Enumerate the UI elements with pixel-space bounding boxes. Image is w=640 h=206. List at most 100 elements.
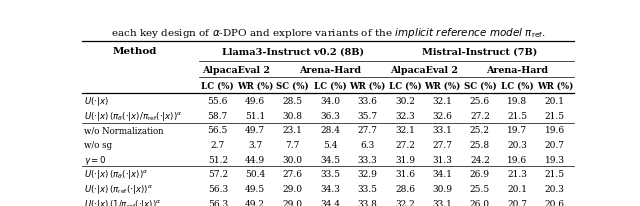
Text: 20.1: 20.1	[545, 97, 564, 105]
Text: 32.1: 32.1	[395, 126, 415, 135]
Text: 25.2: 25.2	[470, 126, 490, 135]
Text: 27.2: 27.2	[395, 140, 415, 149]
Text: 34.5: 34.5	[320, 155, 340, 164]
Text: WR (%): WR (%)	[349, 81, 386, 90]
Text: 30.2: 30.2	[395, 97, 415, 105]
Text: Method: Method	[113, 47, 157, 56]
Text: each key design of $\alpha$-DPO and explore variants of the $\mathit{implicit\ r: each key design of $\alpha$-DPO and expl…	[111, 26, 545, 40]
Text: SC (%): SC (%)	[276, 81, 309, 90]
Text: 30.9: 30.9	[433, 184, 452, 193]
Text: 7.7: 7.7	[285, 140, 300, 149]
Text: 32.9: 32.9	[358, 170, 378, 178]
Text: 49.7: 49.7	[245, 126, 265, 135]
Text: LC (%): LC (%)	[388, 81, 421, 90]
Text: 51.2: 51.2	[208, 155, 228, 164]
Text: 49.5: 49.5	[245, 184, 266, 193]
Text: 20.3: 20.3	[508, 140, 527, 149]
Text: 27.6: 27.6	[283, 170, 303, 178]
Text: 27.7: 27.7	[358, 126, 378, 135]
Text: 21.5: 21.5	[508, 111, 527, 120]
Text: WR (%): WR (%)	[237, 81, 273, 90]
Text: 21.5: 21.5	[545, 111, 565, 120]
Text: 19.8: 19.8	[508, 97, 527, 105]
Text: 31.9: 31.9	[395, 155, 415, 164]
Text: 33.1: 33.1	[433, 199, 452, 206]
Text: AlpacaEval 2: AlpacaEval 2	[202, 66, 271, 74]
Text: 21.5: 21.5	[545, 170, 565, 178]
Text: 20.7: 20.7	[545, 140, 564, 149]
Text: 20.7: 20.7	[508, 199, 527, 206]
Text: Arena-Hard: Arena-Hard	[299, 66, 361, 74]
Text: 20.6: 20.6	[545, 199, 564, 206]
Text: 33.5: 33.5	[320, 170, 340, 178]
Text: 34.3: 34.3	[320, 184, 340, 193]
Text: 23.1: 23.1	[283, 126, 303, 135]
Text: AlpacaEval 2: AlpacaEval 2	[390, 66, 458, 74]
Text: 30.8: 30.8	[283, 111, 303, 120]
Text: 32.3: 32.3	[395, 111, 415, 120]
Text: 33.8: 33.8	[358, 199, 378, 206]
Text: 26.9: 26.9	[470, 170, 490, 178]
Text: 56.3: 56.3	[208, 199, 228, 206]
Text: Mistral-Instruct (7B): Mistral-Instruct (7B)	[422, 47, 538, 56]
Text: Arena-Hard: Arena-Hard	[486, 66, 548, 74]
Text: 25.8: 25.8	[470, 140, 490, 149]
Text: 30.0: 30.0	[283, 155, 303, 164]
Text: 36.3: 36.3	[320, 111, 340, 120]
Text: 5.4: 5.4	[323, 140, 337, 149]
Text: 25.6: 25.6	[470, 97, 490, 105]
Text: 58.7: 58.7	[207, 111, 228, 120]
Text: 26.0: 26.0	[470, 199, 490, 206]
Text: 19.6: 19.6	[545, 126, 565, 135]
Text: 29.0: 29.0	[283, 199, 303, 206]
Text: 20.1: 20.1	[508, 184, 527, 193]
Text: LC (%): LC (%)	[202, 81, 234, 90]
Text: 32.1: 32.1	[433, 97, 452, 105]
Text: 19.6: 19.6	[508, 155, 527, 164]
Text: $U(\cdot|x)\,(1/\pi_{\mathrm{ref}}(\cdot|x))^\alpha$: $U(\cdot|x)\,(1/\pi_{\mathrm{ref}}(\cdot…	[84, 197, 161, 206]
Text: 33.5: 33.5	[358, 184, 378, 193]
Text: 32.6: 32.6	[433, 111, 452, 120]
Text: 2.7: 2.7	[211, 140, 225, 149]
Text: WR (%): WR (%)	[424, 81, 461, 90]
Text: 32.2: 32.2	[395, 199, 415, 206]
Text: 34.0: 34.0	[320, 97, 340, 105]
Text: LC (%): LC (%)	[501, 81, 534, 90]
Text: w/o sg: w/o sg	[84, 140, 112, 149]
Text: 34.4: 34.4	[320, 199, 340, 206]
Text: 50.4: 50.4	[245, 170, 266, 178]
Text: 19.3: 19.3	[545, 155, 564, 164]
Text: $U(\cdot|x)\,(\pi_\theta(\cdot|x)/\pi_{\mathrm{ref}}(\cdot|x))^\alpha$: $U(\cdot|x)\,(\pi_\theta(\cdot|x)/\pi_{\…	[84, 109, 182, 122]
Text: 34.1: 34.1	[433, 170, 452, 178]
Text: 49.6: 49.6	[245, 97, 265, 105]
Text: $U(\cdot|x)\,(\pi_{\mathrm{ref}}(\cdot|x))^\alpha$: $U(\cdot|x)\,(\pi_{\mathrm{ref}}(\cdot|x…	[84, 182, 153, 195]
Text: 33.6: 33.6	[358, 97, 378, 105]
Text: 29.0: 29.0	[283, 184, 303, 193]
Text: 44.9: 44.9	[245, 155, 265, 164]
Text: $U(\cdot|x)$: $U(\cdot|x)$	[84, 95, 109, 108]
Text: 56.5: 56.5	[207, 126, 228, 135]
Text: 28.5: 28.5	[283, 97, 303, 105]
Text: 28.6: 28.6	[395, 184, 415, 193]
Text: 20.3: 20.3	[545, 184, 564, 193]
Text: 35.7: 35.7	[358, 111, 378, 120]
Text: LC (%): LC (%)	[314, 81, 346, 90]
Text: $U(\cdot|x)\,(\pi_\theta(\cdot|x))^\alpha$: $U(\cdot|x)\,(\pi_\theta(\cdot|x))^\alph…	[84, 167, 148, 180]
Text: $\gamma=0$: $\gamma=0$	[84, 153, 107, 166]
Text: 28.4: 28.4	[320, 126, 340, 135]
Text: 27.2: 27.2	[470, 111, 490, 120]
Text: 56.3: 56.3	[208, 184, 228, 193]
Text: 27.7: 27.7	[433, 140, 452, 149]
Text: 49.2: 49.2	[245, 199, 265, 206]
Text: 55.6: 55.6	[207, 97, 228, 105]
Text: 25.5: 25.5	[470, 184, 490, 193]
Text: 3.7: 3.7	[248, 140, 262, 149]
Text: 57.2: 57.2	[208, 170, 228, 178]
Text: WR (%): WR (%)	[536, 81, 573, 90]
Text: 51.1: 51.1	[245, 111, 266, 120]
Text: 33.3: 33.3	[358, 155, 378, 164]
Text: 31.3: 31.3	[433, 155, 452, 164]
Text: 19.7: 19.7	[508, 126, 527, 135]
Text: 31.6: 31.6	[395, 170, 415, 178]
Text: 6.3: 6.3	[360, 140, 374, 149]
